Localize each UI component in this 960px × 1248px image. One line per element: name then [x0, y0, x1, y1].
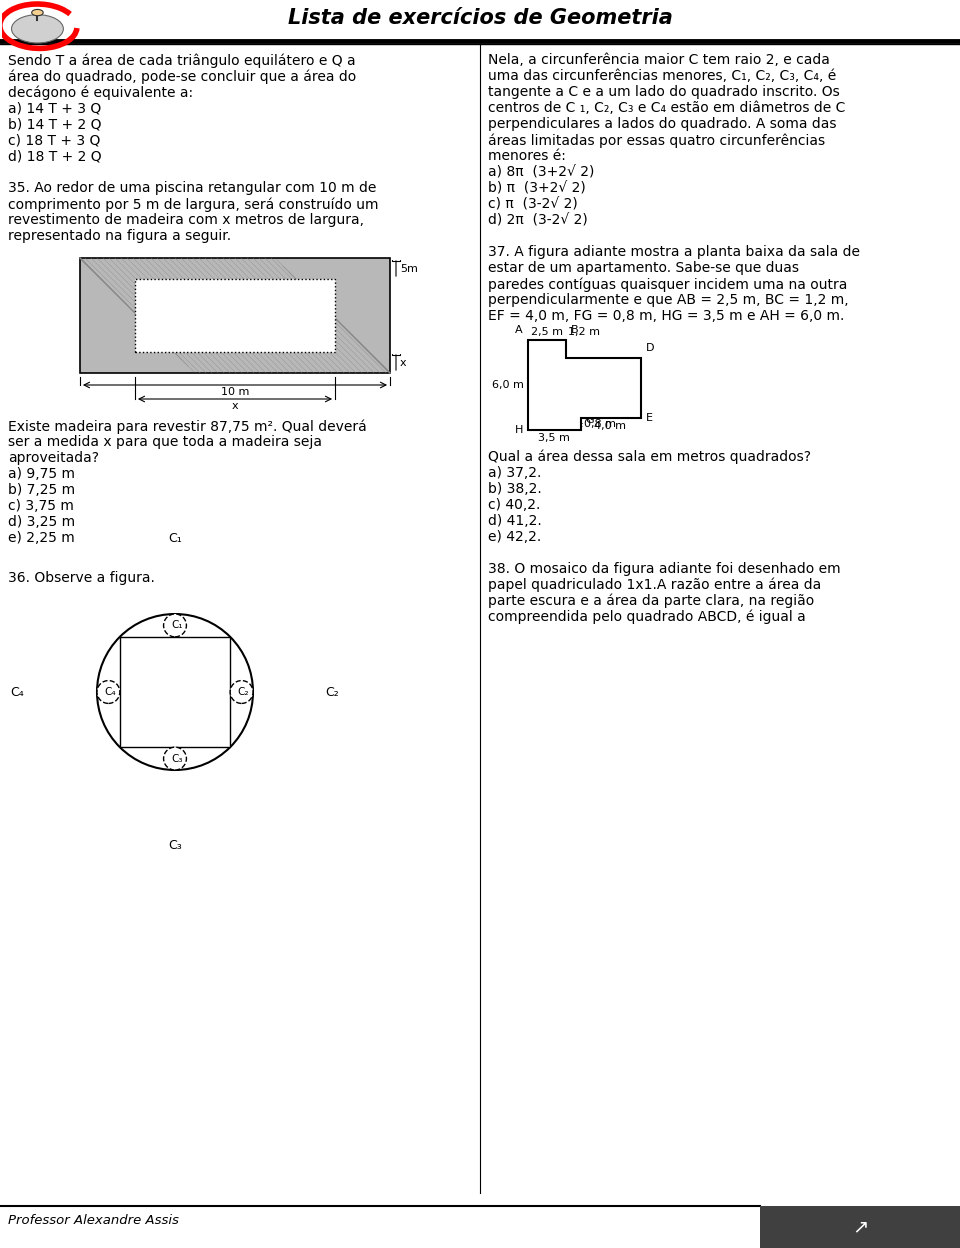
Text: 38. O mosaico da figura adiante foi desenhado em: 38. O mosaico da figura adiante foi dese… — [488, 562, 841, 577]
Text: centros de C ₁, C₂, C₃ e C₄ estão em diâmetros de C: centros de C ₁, C₂, C₃ e C₄ estão em diâ… — [488, 101, 846, 115]
Text: decágono é equivalente a:: decágono é equivalente a: — [8, 85, 193, 100]
Text: estar de um apartamento. Sabe-se que duas: estar de um apartamento. Sabe-se que dua… — [488, 261, 799, 275]
Text: 35. Ao redor de uma piscina retangular com 10 m de: 35. Ao redor de uma piscina retangular c… — [8, 181, 376, 195]
Text: Sendo T a área de cada triângulo equilátero e Q a: Sendo T a área de cada triângulo equilát… — [8, 52, 355, 67]
Text: e) 2,25 m: e) 2,25 m — [8, 530, 75, 545]
Text: comprimento por 5 m de largura, será construído um: comprimento por 5 m de largura, será con… — [8, 197, 378, 211]
Bar — [760, 1206, 960, 1248]
Text: C₁: C₁ — [168, 533, 181, 545]
Text: G: G — [586, 416, 594, 426]
Text: C₃: C₃ — [171, 754, 182, 764]
Text: b) 38,2.: b) 38,2. — [488, 482, 541, 495]
Text: d) 18 T + 2 Q: d) 18 T + 2 Q — [8, 149, 102, 163]
Text: ↗: ↗ — [852, 1218, 868, 1237]
Text: b) π  (3+2√ 2): b) π (3+2√ 2) — [488, 181, 586, 195]
Text: a) 8π  (3+2√ 2): a) 8π (3+2√ 2) — [488, 165, 594, 178]
Text: compreendida pelo quadrado ABCD, é igual a: compreendida pelo quadrado ABCD, é igual… — [488, 610, 805, 624]
Text: áreas limitadas por essas quatro circunferências: áreas limitadas por essas quatro circunf… — [488, 134, 826, 147]
Circle shape — [12, 15, 63, 42]
Text: 10 m: 10 m — [221, 387, 250, 397]
Text: representado na figura a seguir.: representado na figura a seguir. — [8, 228, 231, 243]
Bar — [0, 0, 960, 37]
Text: 36. Observe a figura.: 36. Observe a figura. — [8, 572, 155, 585]
Text: menores é:: menores é: — [488, 149, 565, 163]
Text: 5m: 5m — [400, 263, 418, 273]
Text: C₄: C₄ — [105, 686, 116, 696]
Text: uma das circunferências menores, C₁, C₂, C₃, C₄, é: uma das circunferências menores, C₁, C₂,… — [488, 69, 836, 84]
Text: x: x — [400, 357, 407, 367]
Text: 1,2 m: 1,2 m — [568, 327, 601, 337]
Text: revestimento de madeira com x metros de largura,: revestimento de madeira com x metros de … — [8, 213, 364, 227]
Text: Existe madeira para revestir 87,75 m². Qual deverá: Existe madeira para revestir 87,75 m². Q… — [8, 419, 367, 433]
Text: C₂: C₂ — [238, 686, 250, 696]
Text: C: C — [553, 363, 561, 373]
Text: C₄: C₄ — [11, 685, 24, 699]
Text: a) 9,75 m: a) 9,75 m — [8, 467, 75, 480]
Text: EF = 4,0 m, FG = 0,8 m, HG = 3,5 m e AH = 6,0 m.: EF = 4,0 m, FG = 0,8 m, HG = 3,5 m e AH … — [488, 310, 845, 323]
Text: F: F — [577, 423, 584, 433]
Text: área do quadrado, pode-se concluir que a área do: área do quadrado, pode-se concluir que a… — [8, 69, 356, 84]
Text: 4,0 m: 4,0 m — [594, 421, 627, 431]
Circle shape — [230, 680, 253, 704]
Text: Lista de exercícios de Geometria: Lista de exercícios de Geometria — [288, 7, 672, 27]
Text: C₃: C₃ — [168, 839, 181, 851]
Text: b) 14 T + 2 Q: b) 14 T + 2 Q — [8, 117, 102, 131]
Text: a) 14 T + 3 Q: a) 14 T + 3 Q — [8, 101, 101, 115]
Text: C₁: C₁ — [171, 620, 182, 630]
Polygon shape — [120, 636, 230, 748]
Text: ser a medida x para que toda a madeira seja: ser a medida x para que toda a madeira s… — [8, 436, 322, 449]
Text: perpendiculares a lados do quadrado. A soma das: perpendiculares a lados do quadrado. A s… — [488, 117, 836, 131]
Text: 6,0 m: 6,0 m — [492, 379, 524, 389]
Text: Qual a área dessa sala em metros quadrados?: Qual a área dessa sala em metros quadrad… — [488, 451, 811, 464]
Text: papel quadriculado 1x1.A razão entre a área da: papel quadriculado 1x1.A razão entre a á… — [488, 578, 821, 593]
Text: d) 41,2.: d) 41,2. — [488, 514, 541, 528]
Polygon shape — [528, 339, 640, 431]
Text: C₂: C₂ — [325, 685, 339, 699]
Text: 37. A figura adiante mostra a planta baixa da sala de: 37. A figura adiante mostra a planta bai… — [488, 245, 860, 260]
Text: tangente a C e a um lado do quadrado inscrito. Os: tangente a C e a um lado do quadrado ins… — [488, 85, 840, 99]
Text: b) 7,25 m: b) 7,25 m — [8, 483, 75, 497]
Text: d) 3,25 m: d) 3,25 m — [8, 515, 75, 529]
Circle shape — [32, 10, 43, 16]
Text: paredes contíguas quaisquer incidem uma na outra: paredes contíguas quaisquer incidem uma … — [488, 277, 848, 292]
Text: c) 3,75 m: c) 3,75 m — [8, 499, 74, 513]
Text: a) 37,2.: a) 37,2. — [488, 466, 541, 480]
Text: c) π  (3-2√ 2): c) π (3-2√ 2) — [488, 197, 578, 211]
Text: Professor Alexandre Assis: Professor Alexandre Assis — [8, 1214, 179, 1227]
Text: perpendicularmente e que AB = 2,5 m, BC = 1,2 m,: perpendicularmente e que AB = 2,5 m, BC … — [488, 293, 849, 307]
Circle shape — [163, 748, 186, 770]
Text: H: H — [515, 426, 523, 436]
Text: A: A — [516, 324, 523, 334]
Text: B: B — [570, 324, 578, 334]
Text: e) 42,2.: e) 42,2. — [488, 530, 541, 544]
Text: 0,8 m: 0,8 m — [584, 419, 615, 429]
Circle shape — [163, 614, 186, 636]
Circle shape — [97, 680, 120, 704]
Text: 2,5 m: 2,5 m — [531, 327, 563, 337]
Text: 3,5 m: 3,5 m — [539, 433, 570, 443]
Text: Nela, a circunferência maior C tem raio 2, e cada: Nela, a circunferência maior C tem raio … — [488, 52, 829, 67]
Text: d) 2π  (3-2√ 2): d) 2π (3-2√ 2) — [488, 213, 588, 227]
Bar — [80, 258, 390, 373]
Text: E: E — [645, 413, 653, 423]
Text: parte escura e a área da parte clara, na região: parte escura e a área da parte clara, na… — [488, 594, 814, 609]
Text: x: x — [231, 401, 238, 411]
Circle shape — [97, 614, 253, 770]
Text: c) 18 T + 3 Q: c) 18 T + 3 Q — [8, 134, 101, 147]
Bar — [135, 280, 335, 352]
Text: D: D — [645, 343, 654, 353]
Text: aproveitada?: aproveitada? — [8, 451, 99, 466]
Text: c) 40,2.: c) 40,2. — [488, 498, 540, 512]
